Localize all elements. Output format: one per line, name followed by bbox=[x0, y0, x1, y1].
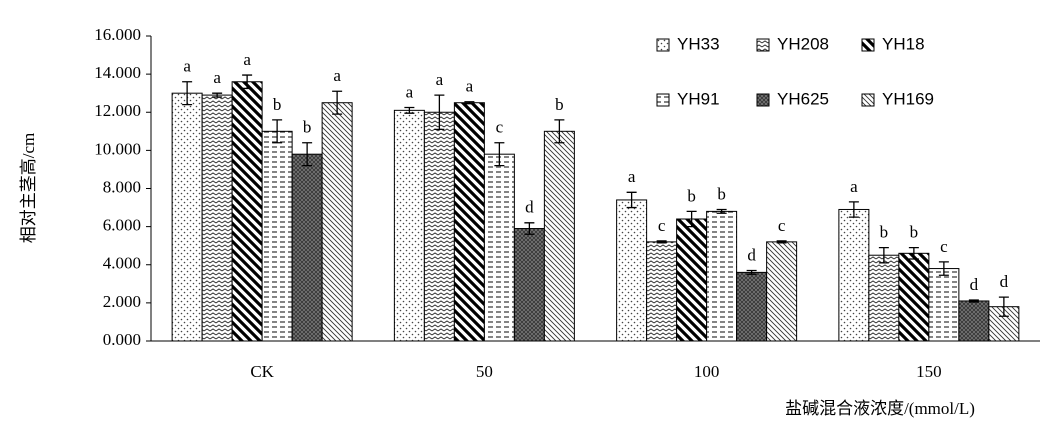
significance-letter: c bbox=[940, 237, 948, 256]
legend-swatch bbox=[861, 38, 875, 52]
legend-label: YH208 bbox=[777, 34, 829, 53]
y-tick-label: 16.000 bbox=[94, 25, 141, 44]
legend-swatch bbox=[656, 38, 670, 52]
y-tick-label: 14.000 bbox=[94, 63, 141, 82]
error-bar bbox=[242, 74, 253, 90]
error-bar bbox=[464, 101, 475, 105]
bar bbox=[646, 241, 678, 342]
error-bar bbox=[434, 94, 445, 131]
significance-letter: a bbox=[183, 57, 191, 76]
error-bar bbox=[554, 119, 565, 144]
significance-letter: b bbox=[303, 118, 312, 137]
bar bbox=[958, 300, 990, 342]
error-bar bbox=[908, 246, 919, 260]
error-bar bbox=[332, 90, 343, 115]
significance-letter: a bbox=[333, 66, 341, 85]
significance-letter: a bbox=[628, 167, 636, 186]
legend-swatch bbox=[861, 93, 875, 107]
y-tick-label: 4.000 bbox=[103, 254, 141, 273]
significance-letter: a bbox=[850, 177, 858, 196]
bar bbox=[838, 208, 870, 342]
error-bar bbox=[776, 240, 787, 244]
legend-label: YH33 bbox=[677, 34, 720, 53]
y-tick-label: 2.000 bbox=[103, 292, 141, 311]
error-bar bbox=[272, 119, 283, 144]
bar bbox=[423, 111, 455, 342]
bar bbox=[171, 92, 203, 342]
error-bar bbox=[494, 142, 505, 167]
significance-letter: c bbox=[658, 216, 666, 235]
error-bar bbox=[212, 92, 223, 98]
significance-letter: c bbox=[496, 118, 504, 137]
significance-letter: a bbox=[406, 82, 414, 101]
legend-swatch bbox=[756, 38, 770, 52]
significance-letter: b bbox=[687, 186, 696, 205]
x-tick-label: 50 bbox=[476, 362, 493, 381]
significance-letter: d bbox=[747, 245, 756, 264]
legend-label: YH18 bbox=[882, 34, 925, 53]
error-bar bbox=[716, 208, 727, 214]
x-tick-label: CK bbox=[250, 362, 274, 381]
error-bar bbox=[968, 299, 979, 303]
bar bbox=[393, 109, 425, 342]
bar bbox=[898, 252, 930, 342]
y-tick-label: 0.000 bbox=[103, 330, 141, 349]
significance-letter: b bbox=[273, 95, 282, 114]
significance-letter: d bbox=[970, 275, 979, 294]
error-bar bbox=[182, 81, 193, 106]
significance-letter: c bbox=[778, 216, 786, 235]
error-bar bbox=[626, 191, 637, 209]
bar bbox=[928, 268, 960, 342]
error-bar bbox=[746, 269, 757, 275]
significance-letter: d bbox=[1000, 272, 1009, 291]
y-tick-label: 8.000 bbox=[103, 177, 141, 196]
error-bar bbox=[302, 142, 313, 167]
significance-letter: a bbox=[213, 68, 221, 87]
legend-swatch bbox=[656, 93, 670, 107]
error-bar bbox=[938, 261, 949, 276]
error-bar bbox=[656, 240, 667, 244]
y-tick-label: 12.000 bbox=[94, 101, 141, 120]
bar bbox=[513, 228, 545, 342]
error-bar bbox=[998, 296, 1009, 317]
significance-letter: a bbox=[466, 77, 474, 96]
error-bar bbox=[878, 246, 889, 264]
error-bar bbox=[848, 201, 859, 218]
significance-letter: b bbox=[555, 95, 564, 114]
significance-letter: a bbox=[243, 50, 251, 69]
legend-label: YH169 bbox=[882, 89, 934, 108]
bar bbox=[321, 102, 353, 342]
bar bbox=[766, 241, 798, 342]
bar bbox=[736, 271, 768, 342]
significance-letter: a bbox=[436, 70, 444, 89]
x-tick-label: 150 bbox=[916, 362, 942, 381]
bar bbox=[291, 153, 323, 342]
significance-letter: b bbox=[717, 184, 726, 203]
x-tick-label: 100 bbox=[694, 362, 720, 381]
error-bar bbox=[686, 210, 697, 228]
significance-letter: d bbox=[525, 198, 534, 217]
bar bbox=[261, 130, 293, 342]
bar bbox=[483, 153, 515, 342]
bar bbox=[868, 254, 900, 342]
error-bar bbox=[404, 106, 415, 114]
x-axis-label: 盐碱混合液浓度/(mmol/L) bbox=[785, 399, 975, 418]
legend-swatch bbox=[756, 93, 770, 107]
legend-label: YH91 bbox=[677, 89, 720, 108]
bar bbox=[616, 199, 648, 342]
bar bbox=[453, 102, 485, 342]
error-bar bbox=[524, 222, 535, 235]
significance-letter: b bbox=[880, 223, 889, 242]
bar bbox=[676, 218, 708, 342]
bar bbox=[706, 210, 738, 342]
y-tick-label: 6.000 bbox=[103, 216, 141, 235]
bar bbox=[231, 81, 263, 342]
legend-label: YH625 bbox=[777, 89, 829, 108]
bar bbox=[201, 94, 233, 342]
y-tick-label: 10.000 bbox=[94, 139, 141, 158]
significance-letter: b bbox=[910, 223, 919, 242]
y-axis-label: 相对主茎高/cm bbox=[19, 133, 38, 244]
bar bbox=[543, 130, 575, 342]
